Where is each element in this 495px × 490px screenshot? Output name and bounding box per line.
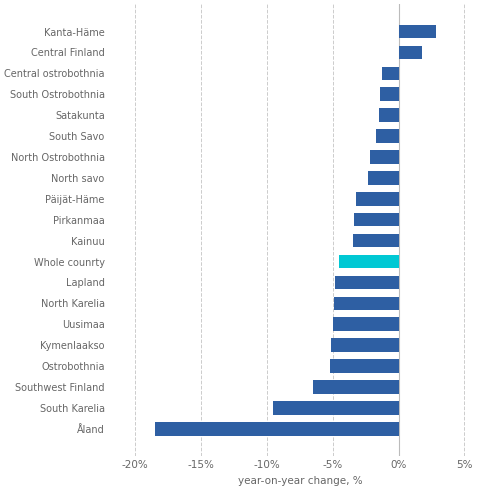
Bar <box>376 129 398 143</box>
Bar <box>380 87 398 101</box>
Bar <box>334 296 398 310</box>
Bar <box>354 213 398 226</box>
Bar <box>333 318 398 331</box>
Bar <box>352 234 398 247</box>
Bar <box>155 422 398 436</box>
Bar <box>382 67 398 80</box>
Bar <box>274 401 398 415</box>
Bar <box>313 380 398 394</box>
Bar <box>368 171 398 185</box>
Bar <box>398 46 422 59</box>
Bar <box>330 359 398 373</box>
Bar <box>398 24 436 38</box>
Bar <box>370 150 398 164</box>
Bar <box>340 255 398 269</box>
Bar <box>379 108 398 122</box>
X-axis label: year-on-year change, %: year-on-year change, % <box>238 476 362 486</box>
Bar <box>332 338 398 352</box>
Bar <box>336 275 398 289</box>
Bar <box>356 192 398 206</box>
